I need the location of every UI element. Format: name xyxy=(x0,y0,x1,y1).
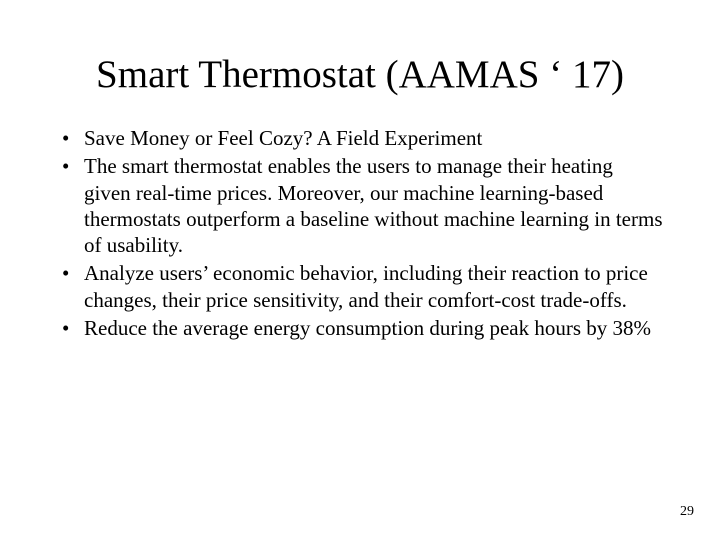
list-item: The smart thermostat enables the users t… xyxy=(56,153,664,258)
page-number: 29 xyxy=(680,504,694,520)
bullet-list: Save Money or Feel Cozy? A Field Experim… xyxy=(56,125,664,341)
list-item: Save Money or Feel Cozy? A Field Experim… xyxy=(56,125,664,151)
list-item: Analyze users’ economic behavior, includ… xyxy=(56,260,664,313)
list-item: Reduce the average energy consumption du… xyxy=(56,315,664,341)
slide-title: Smart Thermostat (AAMAS ‘ 17) xyxy=(56,52,664,97)
slide: Smart Thermostat (AAMAS ‘ 17) Save Money… xyxy=(0,0,720,540)
